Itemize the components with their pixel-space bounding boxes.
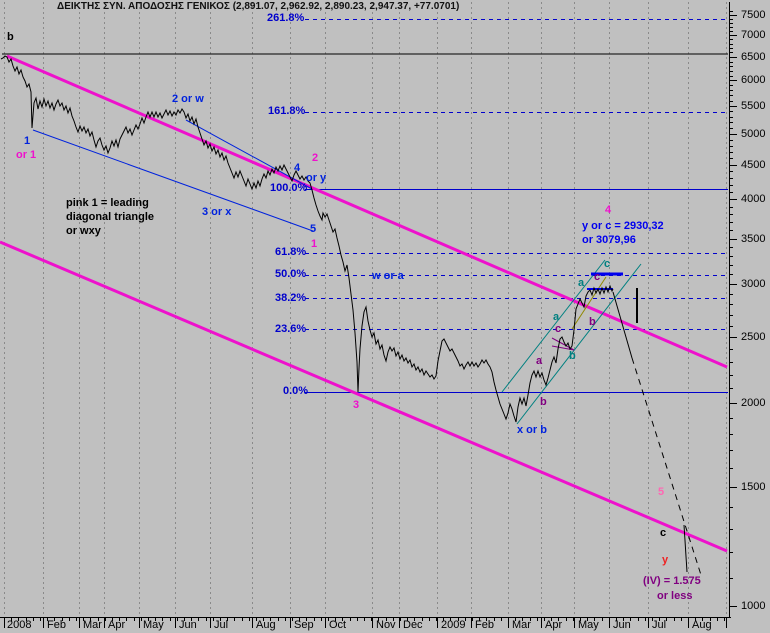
x-axis-label-Aug-7: Aug [256,619,276,631]
x-axis-label-Dec-11: Dec [403,619,423,631]
pink-channel-lower [0,240,728,553]
wave-2-pink: 2 [312,152,319,164]
y-axis-label-3500: 3500 [741,233,766,245]
x-axis-label-Sep-8: Sep [294,619,314,631]
wave-y-red-proj: y [662,554,669,566]
wave-2-or-w: 2 or w [172,93,204,105]
wave-b-purple-2: b [589,316,596,328]
fib-label-38.2%: 38.2% [275,292,307,304]
pink-channel-upper [6,54,728,369]
wave-c-purple-2: c [555,323,562,335]
x-axis-label-Oct-9: Oct [329,619,347,631]
wave-5-pink-proj: 5 [658,486,665,498]
y-axis-label-1000: 1000 [741,600,766,612]
x-axis-label-May-16: May [578,619,599,631]
fib-label-100.0%: 100.0% [270,182,308,194]
wave-3-pink: 3 [353,399,360,411]
wave-a-purple-1: a [536,355,543,367]
wave-b-teal-1: b [569,350,576,362]
x-axis-label-Jul-6: Jul [214,619,229,631]
wave-b-purple-1: b [540,396,547,408]
teal-channel-right [516,263,642,425]
x-axis-label-Jun-5: Jun [179,619,197,631]
wedge-upper-blue [185,119,313,190]
axes-layer [0,2,737,628]
projection-solid [612,291,633,359]
wave-or-1-pink: or 1 [16,149,37,161]
olive-trendline [571,276,607,330]
wedge-lower-blue [32,129,314,232]
wave-c-teal: c [604,258,611,270]
note-iv-line1: (IV) = 1.575 [643,575,701,587]
projection-terminal [683,524,688,573]
x-axis-label-Jun-17: Jun [613,619,631,631]
note-target-line1: y or c = 2930,32 [582,220,664,232]
x-axis-label-Feb-13: Feb [475,619,494,631]
x-axis-label-Apr-3: Apr [108,619,126,631]
projection-dashed [631,357,702,576]
y-axis-label-7500: 7500 [741,9,766,21]
x-axis-label-Feb-1: Feb [47,619,66,631]
note-target-line2: or 3079,96 [582,234,636,246]
x-axis-label-Mar-14: Mar [512,619,531,631]
note-pink1-line2: diagonal triangle [66,211,155,223]
y-axis-label-4000: 4000 [741,193,766,205]
x-axis-label-Mar-2: Mar [83,619,102,631]
fibonacci-lines-layer [305,19,728,393]
x-axis-label-Jul-18: Jul [652,619,667,631]
y-axis-label-6500: 6500 [741,51,766,63]
fib-label-61.8%: 61.8% [275,246,307,258]
wave-a-teal-1: a [553,311,560,323]
wave-5-blue: 5 [310,223,317,235]
wave-or-y-blue: or y [306,172,327,184]
wave-c-purple-3: c [594,271,601,283]
note-pink1-line3: or wxy [66,225,101,237]
wave-1-blue: 1 [24,135,31,147]
fib-label-23.6%: 23.6% [275,323,307,335]
fib-label-0.0%: 0.0% [283,385,309,397]
note-iv-line2: or less [657,590,693,602]
x-axis-label-Apr-15: Apr [545,619,563,631]
x-axis-label-2009-12: 2009 [441,619,466,631]
y-axis-label-7000: 7000 [741,29,766,41]
wave-c-black-proj: c [660,527,667,539]
y-axis-label-3000: 3000 [741,278,766,290]
fib-label-261.8%: 261.8% [267,12,305,24]
fib-label-161.8%: 161.8% [268,105,306,117]
x-axis-label-Nov-10: Nov [376,619,396,631]
wave-1-pink: 1 [311,238,318,250]
y-axis-label-1500: 1500 [741,481,766,493]
price-series [0,55,614,423]
grid-layer [4,2,727,616]
y-axis-label-6000: 6000 [741,74,766,86]
teal-channel-left [501,259,606,393]
wave-b-top: b [7,31,14,43]
x-axis-label-2008-0: 2008 [7,619,32,631]
y-axis-label-5000: 5000 [741,128,766,140]
chart-title: ΔΕΙΚΤΗΣ ΣΥΝ. ΑΠΟΔΟΣΗΣ ΓΕΝΙΚΟΣ (2,891.07,… [57,1,460,12]
fib-label-50.0%: 50.0% [275,268,307,280]
y-axis-label-5500: 5500 [741,100,766,112]
note-pink1-line1: pink 1 = leading [66,197,149,209]
wave-4-pink: 4 [605,204,612,216]
x-axis-label-Aug-19: Aug [692,619,712,631]
y-axis-label-4500: 4500 [741,159,766,171]
y-axis-label-2000: 2000 [741,397,766,409]
wave-3-or-x: 3 or x [202,206,232,218]
wave-4-blue: 4 [294,162,301,174]
wave-w-or-a: w or a [372,270,404,282]
x-axis-label-May-4: May [143,619,164,631]
wave-x-or-b: x or b [517,424,547,436]
wave-a-teal-2: a [578,277,585,289]
y-axis-label-2500: 2500 [741,331,766,343]
